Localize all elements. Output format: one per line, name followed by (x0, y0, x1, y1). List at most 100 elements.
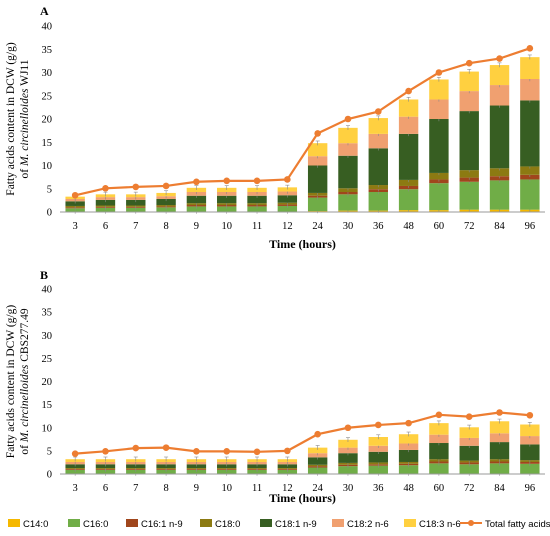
bar-c18-3-n-6 (338, 127, 358, 144)
x-tick-label: 48 (403, 483, 414, 494)
bar-c18-2-n-6 (459, 437, 479, 446)
total-fatty-acids-point (193, 448, 200, 455)
bar-c18-1-n-9 (368, 451, 388, 463)
y-tick-label: 0 (47, 208, 52, 219)
total-fatty-acids-point (71, 191, 79, 199)
y-axis-label-species: of M. circinelloides WJ11 (19, 59, 31, 178)
bar-c18-2-n-6 (429, 99, 449, 119)
x-tick-label: 24 (312, 483, 323, 494)
bar-c18-1-n-9 (520, 444, 540, 461)
bar-c16-0 (459, 181, 479, 210)
bar-c16-0 (489, 463, 510, 474)
legend-label: Total fatty acids (485, 519, 550, 530)
x-tick-label: 30 (343, 483, 354, 494)
y-tick-label: 35 (42, 45, 53, 56)
x-tick-label: 3 (73, 221, 78, 232)
legend-swatch (126, 519, 138, 527)
legend-label: C18:2 n-6 (347, 519, 389, 530)
bar-c18-2-n-6 (307, 156, 328, 166)
legend-marker-swatch (468, 520, 474, 526)
bar-c16-0 (186, 206, 207, 212)
bar-c18-1-n-9 (156, 198, 176, 206)
x-tick-label: 6 (103, 221, 108, 232)
x-tick-label: 8 (163, 483, 168, 494)
panel-a-chart: A 0 5 10 15 20 25 30 35 40 Fatty acids content in … (5, 4, 545, 251)
bar-c18-1-n-9 (459, 445, 479, 461)
bar-c16-0 (429, 463, 449, 474)
x-tick-label: 9 (194, 221, 199, 232)
bar-c16-1-n-9 (520, 174, 540, 180)
x-tick-label: 11 (252, 483, 262, 494)
bar-c18-0 (398, 179, 419, 186)
y-tick-label: 10 (42, 423, 53, 434)
legend-label: C14:0 (23, 519, 48, 530)
total-fatty-acids-point (253, 177, 261, 185)
x-tick-label: 7 (133, 221, 138, 232)
bar-c18-2-n-6 (459, 91, 479, 112)
y-tick-label: 20 (42, 115, 53, 126)
total-fatty-acids-point (253, 448, 261, 456)
bar-c18-3-n-6 (429, 423, 449, 435)
y-tick-label: 15 (42, 400, 53, 411)
bar-c18-2-n-6 (398, 443, 419, 450)
y-tick-label: 15 (42, 138, 53, 149)
bar-c18-0 (489, 168, 510, 177)
bar-c18-0 (429, 172, 449, 180)
x-tick-label: 3 (73, 483, 78, 494)
y-tick-label: 10 (42, 161, 53, 172)
legend-label: C18:0 (215, 519, 240, 530)
x-tick-label: 84 (494, 221, 505, 232)
total-fatty-acids-point (314, 130, 321, 137)
bar-c18-1-n-9 (307, 457, 328, 465)
total-fatty-acids-point (71, 450, 79, 457)
legend-label: C18:1 n-9 (275, 519, 317, 530)
x-tick-label: 7 (133, 483, 138, 494)
total-fatty-acids-point (314, 430, 321, 438)
y-tick-label: 30 (42, 68, 53, 79)
x-tick-label: 96 (525, 483, 536, 494)
bar-c18-1-n-9 (398, 449, 419, 462)
bar-c18-3-n-6 (307, 143, 328, 157)
x-tick-label: 8 (163, 221, 168, 232)
bar-c18-3-n-6 (429, 79, 449, 100)
x-axis-title: Time (hours) (269, 237, 336, 251)
total-fatty-acids-line (75, 411, 530, 455)
total-fatty-acids-point (193, 178, 200, 186)
total-fatty-acids-point (284, 176, 291, 183)
bar-c16-0 (217, 206, 237, 212)
bar-c18-2-n-6 (338, 447, 358, 454)
bar-c18-2-n-6 (368, 445, 388, 452)
bar-c16-0 (489, 180, 510, 210)
bar-c18-1-n-9 (95, 199, 116, 206)
x-tick-label: 36 (373, 483, 384, 494)
bar-c16-0 (429, 183, 449, 211)
bar-c18-1-n-9 (217, 195, 237, 204)
y-tick-label: 25 (42, 354, 53, 365)
total-fatty-acids-point (496, 409, 503, 416)
x-tick-label: 9 (194, 483, 199, 494)
bar-c18-1-n-9 (338, 155, 358, 189)
bar-c16-0 (368, 465, 388, 474)
y-axis-label: Fatty acids content in DCW (g/g) (5, 305, 17, 459)
total-fatty-acids-point (465, 413, 473, 420)
x-tick-label: 48 (403, 221, 414, 232)
x-axis-title: Time (hours) (269, 491, 336, 505)
x-tick-label: 72 (464, 483, 475, 494)
legend-swatch (200, 519, 212, 527)
bar-c16-0 (368, 192, 388, 211)
x-tick-label: 72 (464, 221, 475, 232)
bar-c18-1-n-9 (429, 443, 449, 460)
bar-c18-2-n-6 (520, 436, 540, 445)
x-tick-label: 6 (103, 483, 108, 494)
x-tick-label: 30 (343, 221, 354, 232)
total-fatty-acids-point (405, 419, 412, 427)
bar-c18-3-n-6 (398, 434, 419, 444)
y-tick-label: 25 (42, 91, 53, 102)
bar-c18-1-n-9 (126, 199, 146, 206)
total-fatty-acids-point (465, 59, 473, 67)
y-axis-label: Fatty acids content in DCW (g/g) (5, 42, 17, 196)
total-fatty-acids-point (374, 108, 382, 115)
bar-c16-0 (520, 463, 540, 474)
total-fatty-acids-point (496, 55, 503, 62)
